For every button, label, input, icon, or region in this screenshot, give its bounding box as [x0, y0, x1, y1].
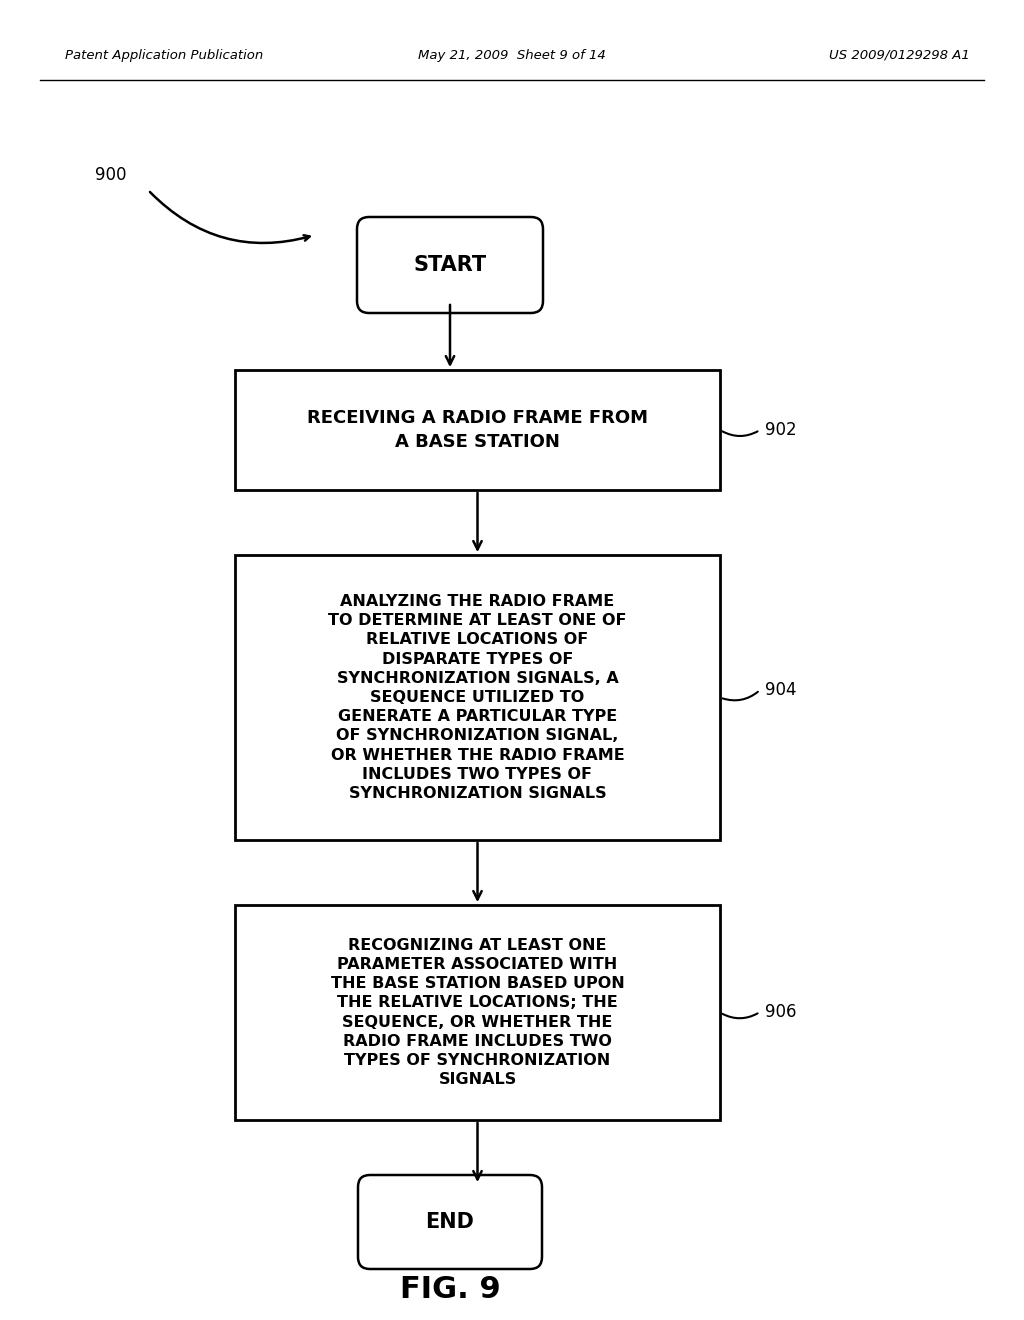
Text: May 21, 2009  Sheet 9 of 14: May 21, 2009 Sheet 9 of 14	[418, 49, 606, 62]
Text: END: END	[426, 1212, 474, 1232]
Text: 906: 906	[765, 1003, 797, 1020]
Text: 900: 900	[95, 166, 127, 183]
Bar	[234, 906, 720, 1119]
Text: RECOGNIZING AT LEAST ONE
PARAMETER ASSOCIATED WITH
THE BASE STATION BASED UPON
T: RECOGNIZING AT LEAST ONE PARAMETER ASSOC…	[331, 937, 625, 1088]
FancyBboxPatch shape	[357, 216, 543, 313]
Text: US 2009/0129298 A1: US 2009/0129298 A1	[829, 49, 970, 62]
Text: 902: 902	[765, 421, 797, 440]
Text: FIG. 9: FIG. 9	[399, 1275, 501, 1304]
Bar	[234, 370, 720, 490]
FancyBboxPatch shape	[358, 1175, 542, 1269]
Text: Patent Application Publication: Patent Application Publication	[65, 49, 263, 62]
Bar	[234, 554, 720, 840]
Text: RECEIVING A RADIO FRAME FROM
A BASE STATION: RECEIVING A RADIO FRAME FROM A BASE STAT…	[307, 409, 648, 451]
Text: START: START	[414, 255, 486, 275]
Text: ANALYZING THE RADIO FRAME
TO DETERMINE AT LEAST ONE OF
RELATIVE LOCATIONS OF
DIS: ANALYZING THE RADIO FRAME TO DETERMINE A…	[329, 594, 627, 801]
Text: 904: 904	[765, 681, 797, 700]
